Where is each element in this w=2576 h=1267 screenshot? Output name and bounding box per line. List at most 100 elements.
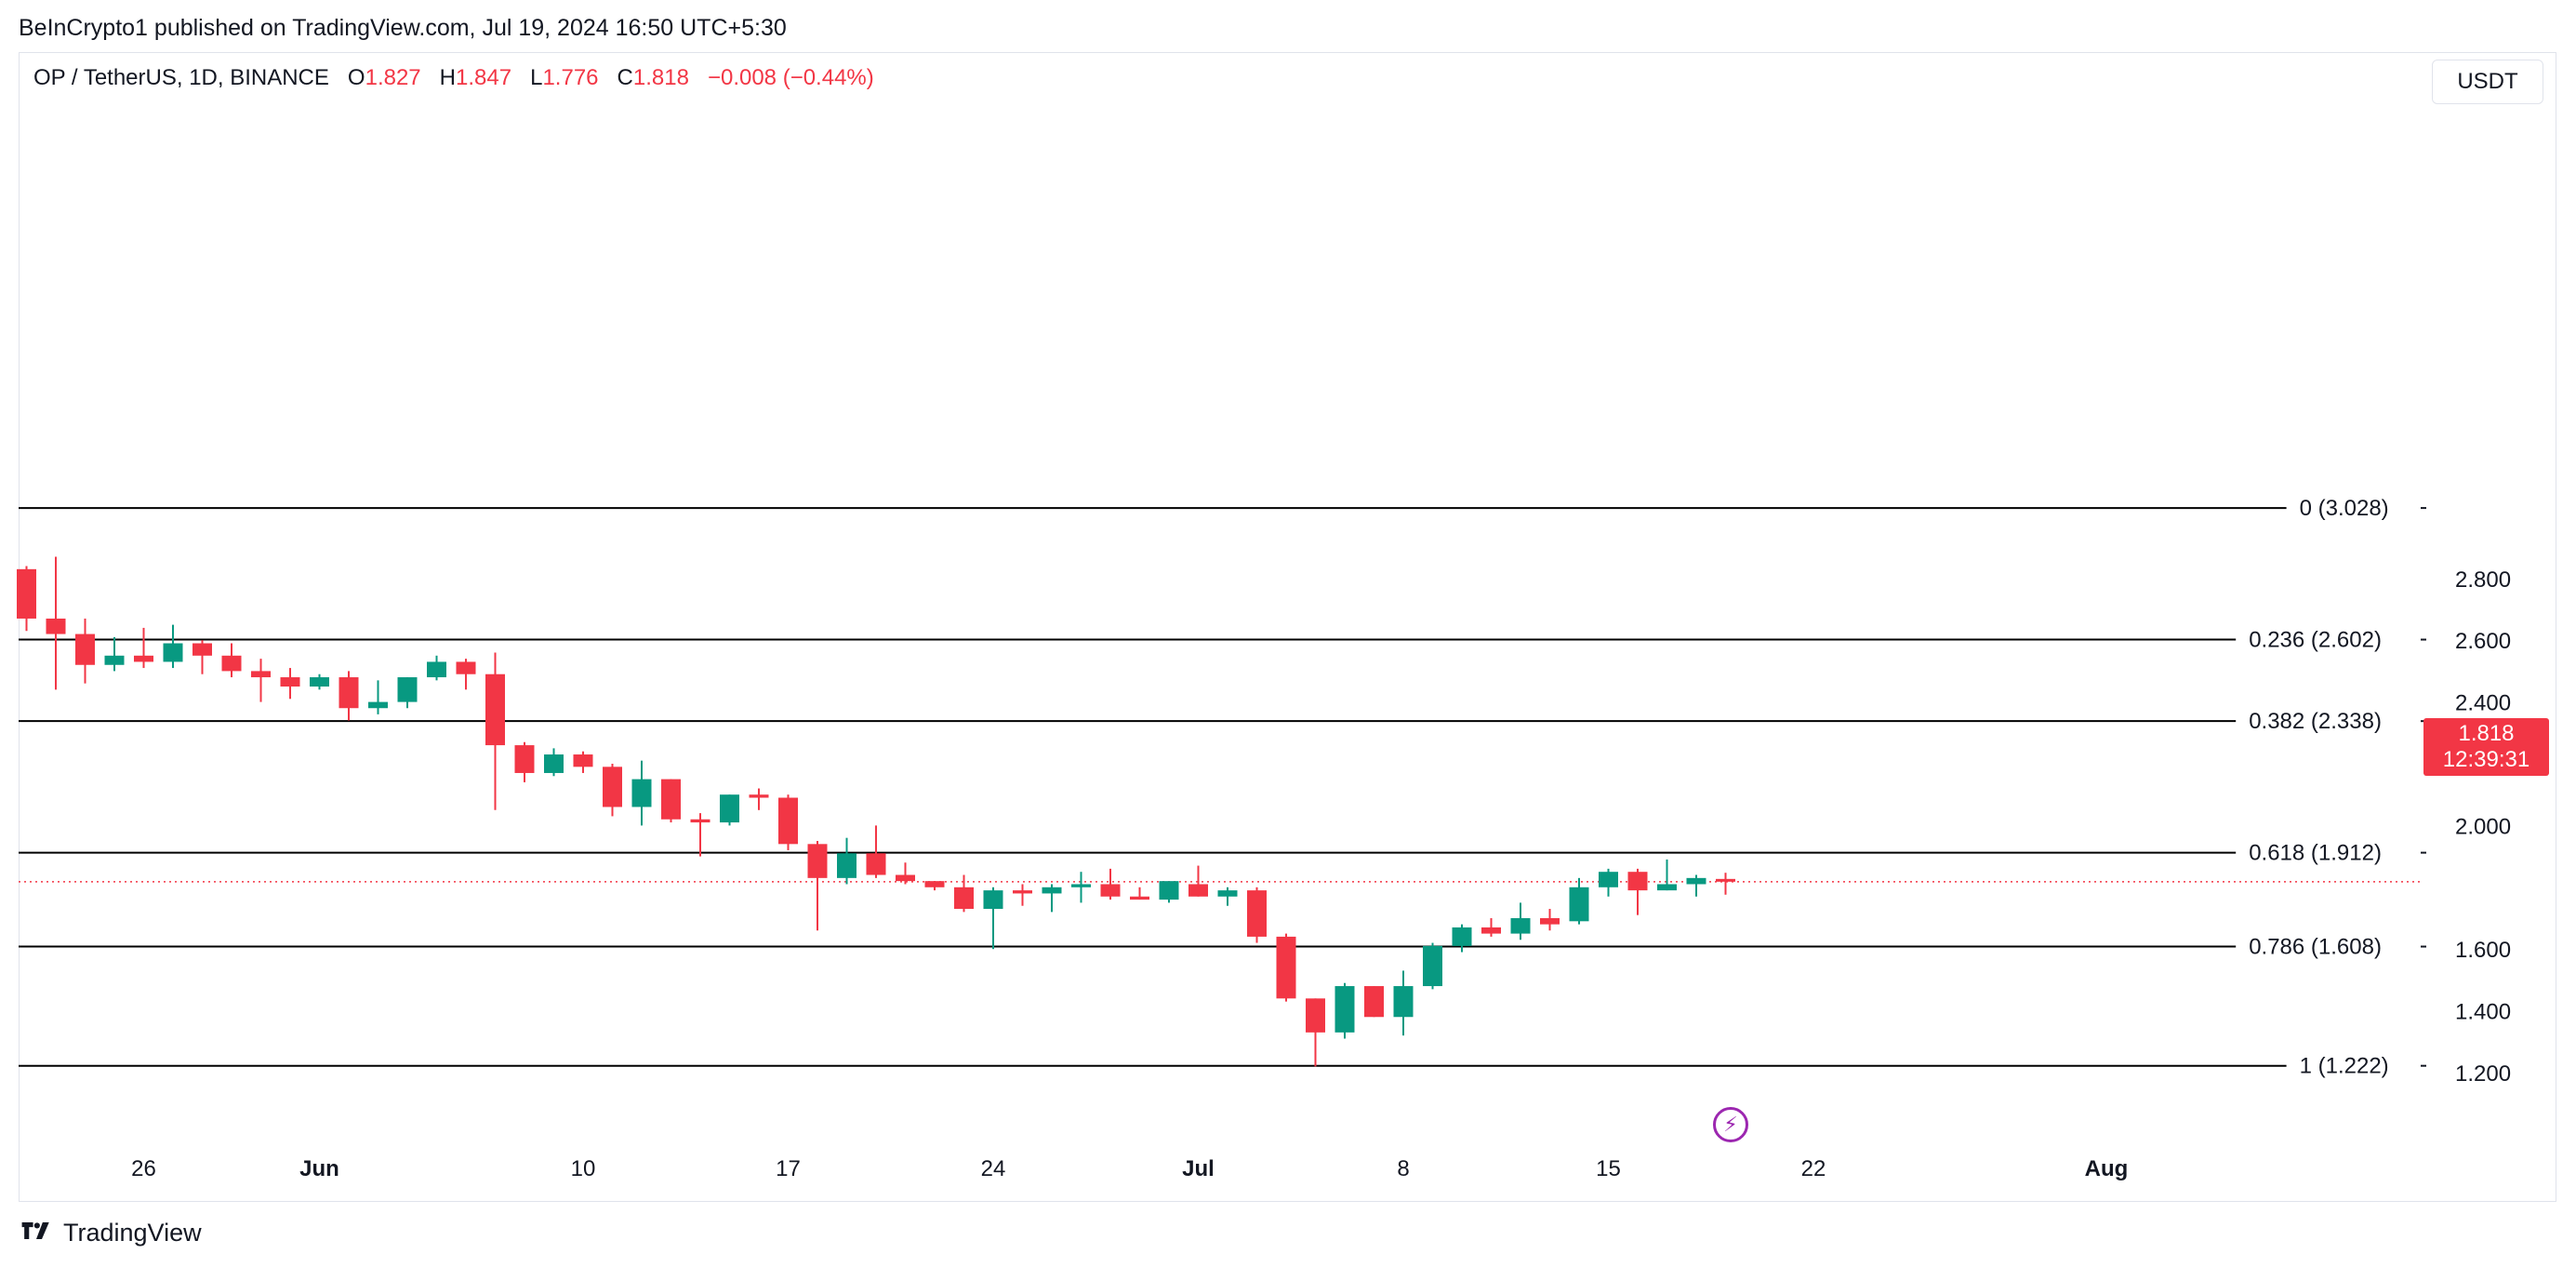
candle-body-down — [134, 655, 153, 662]
candle-body-down — [456, 661, 476, 674]
candle-body-down — [1013, 890, 1032, 894]
fib-level-label: 0.618 (1.912) — [2249, 841, 2382, 866]
low-label: L — [530, 65, 543, 90]
candle-body-down — [1247, 890, 1267, 937]
candle-body-down — [778, 797, 798, 845]
candle-body-down — [1100, 884, 1121, 897]
candle-body-down — [866, 853, 886, 875]
candle-body-down — [1716, 878, 1735, 882]
fib-level-label: 0 (3.028) — [2300, 496, 2389, 521]
candle-body-up — [1334, 986, 1355, 1033]
high-value: 1.847 — [456, 65, 512, 90]
x-axis-tick-label: 8 — [1397, 1156, 1409, 1181]
candle-body-up — [837, 853, 856, 878]
candle-body-up — [1657, 884, 1677, 891]
candle-body-down — [1276, 936, 1296, 999]
lightning-icon[interactable]: ⚡︎ — [1713, 1107, 1748, 1142]
candle-body-up — [983, 890, 1003, 910]
y-axis-tick-label: 2.600 — [2455, 629, 2511, 654]
candle-body-up — [1599, 872, 1618, 887]
footer-branding[interactable]: TradingView — [19, 1219, 202, 1247]
candle-body-up — [1042, 887, 1062, 894]
candle-body-down — [661, 779, 681, 820]
candle-body-up — [631, 779, 652, 807]
y-axis-tick-label: 1.600 — [2455, 938, 2511, 963]
y-axis-tick-label: 2.800 — [2455, 567, 2511, 593]
candle-body-down — [954, 887, 974, 910]
last-price-tag: 1.818 12:39:31 — [2423, 718, 2549, 776]
fib-level-label: 1 (1.222) — [2300, 1054, 2389, 1079]
fib-level-label: 0.236 (2.602) — [2249, 628, 2382, 653]
candle-body-down — [1627, 872, 1648, 891]
candle-body-down — [75, 634, 95, 665]
open-value: 1.827 — [365, 65, 421, 90]
candle-body-up — [1686, 877, 1706, 885]
currency-button[interactable]: USDT — [2432, 60, 2543, 104]
candle-body-up — [1569, 887, 1589, 922]
candle-body-down — [280, 677, 300, 687]
candle-body-down — [221, 655, 242, 672]
ohlc-legend: OP / TetherUS, 1D, BINANCE O1.827 H1.847… — [33, 65, 874, 91]
last-price-value: 1.818 — [2458, 721, 2515, 746]
footer-brand-label: TradingView — [63, 1219, 202, 1247]
tradingview-logo-icon — [21, 1221, 49, 1239]
change-value: −0.008 (−0.44%) — [707, 65, 874, 90]
x-axis-tick-label: 10 — [571, 1156, 596, 1181]
candle-body-up — [544, 754, 564, 773]
candle-body-down — [573, 754, 593, 767]
candle-body-down — [339, 677, 359, 709]
candle-body-down — [1540, 918, 1560, 925]
high-label: H — [439, 65, 457, 90]
y-axis-tick-label: 1.200 — [2455, 1061, 2511, 1087]
candle-body-up — [1423, 945, 1442, 987]
close-value: 1.818 — [632, 65, 689, 90]
candle-body-down — [896, 874, 915, 882]
candle-body-down — [807, 844, 828, 878]
y-axis-tick-label: 1.400 — [2455, 1000, 2511, 1025]
candle-body-down — [603, 767, 622, 807]
x-axis-tick-label: Jul — [1182, 1156, 1215, 1181]
candle-body-up — [368, 701, 388, 709]
candle-body-down — [514, 745, 535, 773]
x-axis-tick-label: 24 — [981, 1156, 1006, 1181]
candle-body-up — [1159, 881, 1179, 900]
candle-body-up — [163, 643, 183, 662]
candle-body-down — [485, 674, 505, 746]
candle-body-up — [720, 794, 739, 823]
symbol-label[interactable]: OP / TetherUS, 1D, BINANCE — [33, 65, 329, 90]
candle-body-up — [104, 655, 125, 665]
candle-body-down — [46, 618, 66, 634]
publisher-caption: BeInCrypto1 published on TradingView.com… — [19, 15, 787, 41]
y-axis-tick-label: 2.400 — [2455, 691, 2511, 716]
x-axis-tick-label: 22 — [1801, 1156, 1826, 1181]
candle-body-up — [310, 677, 329, 687]
open-label: O — [347, 65, 365, 90]
candle-body-down — [1481, 927, 1501, 934]
candle-body-up — [397, 677, 418, 702]
candle-body-up — [1393, 986, 1414, 1018]
x-axis-tick-label: Jun — [299, 1156, 339, 1181]
candle-body-down — [1364, 986, 1384, 1018]
candle-body-up — [1452, 927, 1472, 946]
bar-countdown: 12:39:31 — [2442, 747, 2530, 772]
candle-body-down — [193, 643, 212, 656]
candle-body-down — [924, 881, 945, 887]
candle-body-down — [1306, 998, 1325, 1033]
candle-body-up — [1510, 918, 1531, 934]
low-value: 1.776 — [542, 65, 599, 90]
candle-body-up — [427, 661, 446, 678]
candle-body-down — [1130, 896, 1149, 900]
x-axis-tick-label: Aug — [2085, 1156, 2129, 1181]
fib-level-label: 0.382 (2.338) — [2249, 709, 2382, 734]
candle-body-down — [749, 794, 769, 798]
x-axis-tick-label: 15 — [1596, 1156, 1621, 1181]
candle-body-down — [690, 819, 710, 823]
x-axis-tick-label: 26 — [131, 1156, 156, 1181]
fib-level-label: 0.786 (1.608) — [2249, 935, 2382, 960]
close-label: C — [617, 65, 633, 90]
candle-body-up — [1217, 890, 1238, 897]
x-axis-tick-label: 17 — [776, 1156, 801, 1181]
candle-body-down — [17, 568, 36, 619]
y-axis-tick-label: 2.000 — [2455, 814, 2511, 839]
